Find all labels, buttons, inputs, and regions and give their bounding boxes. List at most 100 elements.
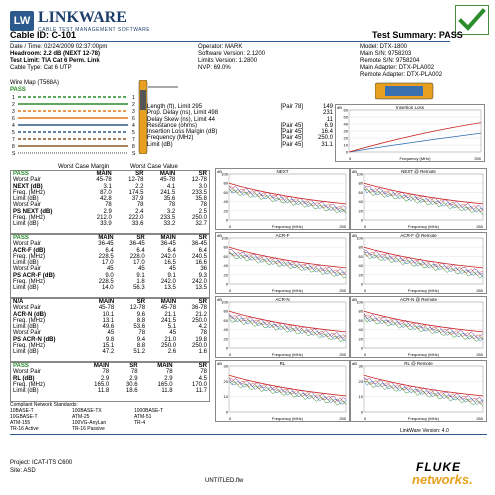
meta-model: Model: DTX-1800 — [360, 44, 408, 50]
cell-value: 13.5 — [164, 285, 176, 292]
cell-value: 15.1 — [102, 343, 115, 350]
meta-cable-type: Cable Type: Cat 6 UTP — [10, 65, 72, 71]
meta-test-limit: Test Limit: TIA Cat 6 Perm. Link — [10, 58, 100, 64]
cell-value: 45 — [106, 266, 114, 273]
svg-text:3: 3 — [12, 109, 15, 115]
row-label: Limit (dB) — [13, 388, 39, 395]
y-tick-label: 60 — [359, 190, 364, 195]
y-tick-label: 0 — [361, 218, 364, 223]
linkware-logo-icon: LW — [10, 11, 34, 31]
meta-main-sn: Main S/N: 9758203 — [360, 51, 412, 57]
cell-value: 9.6 — [136, 311, 146, 318]
svg-text:S: S — [12, 151, 16, 157]
cell-value: 2.9 — [103, 208, 112, 215]
cable-id-bar: Cable ID: C-101 — [10, 30, 450, 42]
standard-item: 10GBASE-T — [10, 414, 38, 420]
cell-value: 51.2 — [133, 349, 146, 356]
cell-value: 165.0 — [157, 381, 173, 388]
standard-item: ATM-25 — [72, 414, 90, 420]
row-label: Worst Pair — [13, 266, 41, 273]
standard-item: TR-16 Active — [10, 426, 39, 432]
x-tick-label: 250 — [339, 224, 346, 229]
meta-remote-adapter: Remote Adapter: DTX-PLA002 — [360, 72, 443, 78]
y-tick-label: 100 — [221, 172, 228, 177]
graph-unit: dB — [217, 169, 222, 174]
y-tick-label: 0 — [226, 346, 229, 351]
svg-text:8: 8 — [12, 144, 15, 150]
x-tick-label: 250 — [476, 352, 483, 357]
y-tick-label: 80 — [224, 309, 229, 314]
result-row: Freq. (MHz) 13.1 8.8 241.5 250.0 — [11, 318, 209, 324]
y-tick-label: 20 — [224, 379, 229, 384]
cell-value: 42.8 — [100, 196, 112, 203]
meta-software: Software Version: 2.1200 — [198, 51, 266, 57]
y-tick-label: 80 — [224, 181, 229, 186]
x-tick-label: 250 — [474, 156, 481, 161]
cell-value: 78 — [138, 330, 146, 337]
cell-value: 78 — [200, 202, 207, 209]
column-header: MAIN — [98, 299, 115, 305]
result-row: Limit (dB) 11.8 18.6 11.8 11.7 — [11, 388, 209, 394]
cell-value: 36 — [200, 266, 207, 273]
cell-value: 21.1 — [164, 311, 177, 318]
cell-value: 241.5 — [161, 317, 177, 324]
svg-text:2: 2 — [12, 102, 15, 108]
x-axis-label: Frequency (MHz) — [272, 224, 304, 229]
y-tick-label: 20 — [224, 336, 229, 341]
section-status: N/A — [13, 299, 24, 305]
row-label: Limit (dB) — [13, 260, 39, 267]
cell-value: 2.2 — [135, 183, 144, 190]
y-tick-label: 0 — [346, 150, 349, 155]
result-section: PASS MAIN SR MAIN SR Worst Pair 45-78 12-78 45-7… — [10, 170, 210, 234]
row-label: Freq. (MHz) — [13, 253, 45, 260]
column-header: MAIN — [160, 235, 176, 241]
x-tick-label: 0 — [349, 156, 352, 161]
x-axis-label: Frequency (MHz) — [272, 352, 304, 357]
y-tick-label: 20 — [359, 272, 364, 277]
y-tick-label: 0 — [361, 282, 364, 287]
x-tick-label: 0 — [364, 288, 367, 293]
cell-value: 242.0 — [191, 279, 207, 286]
cell-value: 56.3 — [133, 285, 145, 292]
cell-value: 9.4 — [136, 336, 146, 343]
cell-value: 45-78 — [98, 305, 115, 312]
summary-row: Frequency (MHz) [Pair 45] 250.0 — [145, 135, 335, 141]
cell-value: 233.5 — [191, 189, 207, 196]
cell-value: 12-78 — [128, 177, 144, 184]
column-header: MAIN — [98, 235, 114, 241]
cell-value: 242.0 — [160, 253, 176, 260]
y-tick-label: 60 — [224, 190, 229, 195]
y-tick-label: 0 — [226, 282, 229, 287]
result-row: Freq. (MHz) 228.5 1.8 242.0 242.0 — [11, 279, 209, 285]
x-axis-label: Frequency (MHz) — [272, 288, 304, 293]
cell-value: 45 — [107, 330, 115, 337]
graph-acr-n: ACR-N dB 100 80 60 40 20 00 Frequency (MHz) 250 — [215, 296, 350, 358]
project-label: Project: ICAT-ITS C600 — [10, 460, 73, 466]
cell-value: 16.6 — [195, 260, 207, 267]
result-row: Freq. (MHz) 87.0 174.5 241.5 233.5 — [11, 190, 209, 196]
cell-value: 1.6 — [198, 349, 207, 356]
cell-value: 3.2 — [166, 208, 176, 215]
cell-value: 21.0 — [164, 336, 177, 343]
y-tick-label: 60 — [224, 318, 229, 323]
graph-acr-n-remote: ACR-N @ Remote dB 100 80 60 40 20 00 Frequency (… — [350, 296, 487, 358]
column-header: MAIN — [160, 299, 177, 305]
svg-text:4: 4 — [12, 123, 15, 129]
summary-value: 16.4 — [321, 129, 333, 136]
column-header: MAIN — [96, 171, 112, 177]
y-tick-label: 50 — [344, 115, 349, 120]
result-row: PASS MAIN SR MAIN SR — [11, 171, 209, 177]
cell-value: 33.2 — [163, 221, 176, 228]
summary-row: Resistance (ohms) [Pair 45] 6.9 — [145, 123, 335, 129]
cell-value: 9.1 — [136, 272, 145, 279]
summary-value: 6.9 — [324, 122, 333, 129]
cell-value: 2.5 — [198, 208, 207, 215]
summary-value: 231 — [322, 110, 333, 117]
row-label: Freq. (MHz) — [13, 215, 45, 222]
column-header: SR — [135, 171, 144, 177]
y-tick-label: 40 — [224, 263, 229, 268]
x-axis-label: Frequency (MHz) — [408, 224, 440, 229]
x-tick-label: 0 — [229, 352, 232, 357]
site-label: Site: ASD — [10, 468, 36, 474]
